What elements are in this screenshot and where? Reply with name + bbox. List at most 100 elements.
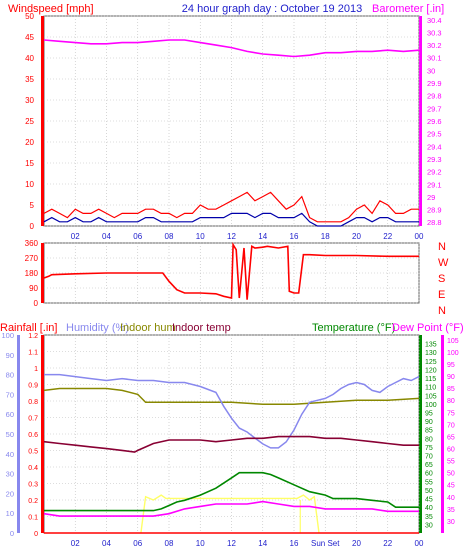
humidity-tick-label: 70 bbox=[6, 390, 14, 399]
dewpoint-tick-label: 90 bbox=[447, 374, 455, 381]
wind-x-tick-label: 14 bbox=[258, 232, 267, 241]
temperature-tick-label: 55 bbox=[425, 479, 433, 486]
direction-tick-label: 90 bbox=[29, 284, 38, 293]
wind-tick-label: 35 bbox=[25, 75, 34, 84]
lower-x-tick-label: 14 bbox=[258, 539, 267, 548]
lower-x-tick-label: 02 bbox=[71, 539, 80, 548]
rain-tick-label: 0.1 bbox=[28, 515, 38, 522]
temperature-tick-label: 125 bbox=[425, 359, 437, 366]
dewpoint-tick-label: 55 bbox=[447, 459, 455, 466]
barometer-tick-label: 29.6 bbox=[427, 117, 442, 126]
dewpoint-tick-label: 65 bbox=[447, 434, 455, 441]
sun-series-line bbox=[140, 494, 320, 534]
wind-tick-label: 30 bbox=[25, 96, 34, 105]
wind-tick-label: 15 bbox=[25, 159, 34, 168]
temperature-tick-label: 60 bbox=[425, 471, 433, 478]
humidity-tick-label: 40 bbox=[6, 450, 14, 459]
wind-x-tick-label: 00 bbox=[415, 232, 424, 241]
wind-tick-label: 45 bbox=[25, 33, 34, 42]
humidity-tick-label: 10 bbox=[6, 509, 14, 518]
temperature-series-line bbox=[44, 471, 419, 512]
lower-x-tick-label: Sun Set bbox=[311, 539, 340, 548]
rain-tick-label: 0 bbox=[34, 531, 38, 538]
rain-tick-label: 0.6 bbox=[28, 432, 38, 439]
dewpoint-tick-label: 80 bbox=[447, 398, 455, 405]
barometer-tick-label: 29.8 bbox=[427, 92, 442, 101]
rain-axis-bar bbox=[41, 335, 44, 533]
wind-x-tick-label: 20 bbox=[352, 232, 361, 241]
lower-x-tick-label: 20 bbox=[352, 539, 361, 548]
humidity-tick-label: 80 bbox=[6, 371, 14, 380]
temperature-tick-label: 35 bbox=[425, 514, 433, 521]
wind-tick-label: 10 bbox=[25, 180, 34, 189]
temperature-tick-label: 70 bbox=[425, 454, 433, 461]
rain-tick-label: 0.8 bbox=[28, 399, 38, 406]
rain-tick-label: 1 bbox=[34, 366, 38, 373]
temperature-tick-label: 120 bbox=[425, 367, 437, 374]
humidity-tick-label: 0 bbox=[10, 529, 14, 538]
dewpoint-series-line bbox=[43, 500, 419, 517]
wind-gust-series-line bbox=[43, 191, 419, 223]
direction-tick-label: 0 bbox=[34, 299, 39, 308]
barometer-tick-label: 30.3 bbox=[427, 28, 442, 37]
indoor-temp-series-line bbox=[43, 435, 419, 453]
direction-axis-bar bbox=[41, 243, 44, 303]
temperature-axis-bar bbox=[419, 335, 422, 533]
rain-tick-label: 1.2 bbox=[28, 333, 38, 340]
wind-avg-series-line bbox=[43, 212, 419, 227]
humidity-tick-label: 100 bbox=[1, 331, 14, 340]
legend-humidity: Humidity (%) bbox=[66, 322, 129, 334]
dewpoint-tick-label: 45 bbox=[447, 483, 455, 490]
temperature-tick-label: 110 bbox=[425, 385, 436, 392]
legend-indoor-temp: Indoor temp bbox=[172, 322, 231, 334]
lower-x-tick-label: 06 bbox=[133, 539, 142, 548]
temperature-tick-label: 45 bbox=[425, 497, 433, 504]
lower-x-tick-label: 16 bbox=[290, 539, 299, 548]
barometer-tick-label: 29.1 bbox=[427, 180, 442, 189]
compass-n-top: N bbox=[438, 241, 446, 253]
wind-tick-label: 25 bbox=[25, 117, 34, 126]
barometer-tick-label: 30.1 bbox=[427, 54, 442, 63]
direction-tick-label: 360 bbox=[25, 239, 39, 248]
barometer-tick-label: 29.2 bbox=[427, 168, 442, 177]
barometer-tick-label: 29.7 bbox=[427, 104, 442, 113]
dewpoint-axis-bar bbox=[441, 335, 444, 533]
temperature-tick-label: 105 bbox=[425, 393, 437, 400]
compass-s: S bbox=[438, 273, 445, 285]
wind-x-tick-label: 16 bbox=[290, 232, 299, 241]
lower-x-tick-label: 08 bbox=[165, 539, 174, 548]
dewpoint-tick-label: 70 bbox=[447, 422, 455, 429]
legend-dewpoint: Dew Point (°F) bbox=[392, 322, 464, 334]
graph-title: 24 hour graph day : October 19 2013 bbox=[182, 3, 362, 15]
dewpoint-tick-label: 75 bbox=[447, 410, 455, 417]
barometer-series-line bbox=[43, 39, 420, 58]
wind-tick-label: 40 bbox=[25, 54, 34, 63]
temperature-tick-label: 130 bbox=[425, 350, 437, 357]
wind-x-tick-label: 02 bbox=[71, 232, 80, 241]
dewpoint-tick-label: 40 bbox=[447, 495, 455, 502]
temperature-tick-label: 50 bbox=[425, 488, 433, 495]
temperature-tick-label: 75 bbox=[425, 445, 433, 452]
wind-axis-bar bbox=[41, 16, 44, 226]
wind-x-tick-label: 06 bbox=[133, 232, 142, 241]
barometer-tick-label: 29.3 bbox=[427, 155, 442, 164]
barometer-tick-label: 30.2 bbox=[427, 41, 442, 50]
barometer-axis-bar bbox=[419, 16, 422, 226]
temperature-tick-label: 95 bbox=[425, 410, 433, 417]
barometer-tick-label: 29.4 bbox=[427, 142, 442, 151]
temperature-tick-label: 65 bbox=[425, 462, 433, 469]
wind-x-tick-label: 04 bbox=[102, 232, 111, 241]
humidity-tick-label: 20 bbox=[6, 489, 14, 498]
dewpoint-tick-label: 85 bbox=[447, 386, 455, 393]
dewpoint-tick-label: 30 bbox=[447, 519, 455, 526]
dewpoint-tick-label: 95 bbox=[447, 362, 455, 369]
barometer-tick-label: 28.8 bbox=[427, 218, 442, 227]
rain-tick-label: 0.2 bbox=[28, 498, 38, 505]
temperature-tick-label: 90 bbox=[425, 419, 433, 426]
wind-tick-label: 5 bbox=[30, 201, 35, 210]
rain-tick-label: 0.5 bbox=[28, 449, 38, 456]
lower-x-tick-label: 04 bbox=[102, 539, 111, 548]
legend-rainfall: Rainfall [.in] bbox=[0, 322, 57, 334]
